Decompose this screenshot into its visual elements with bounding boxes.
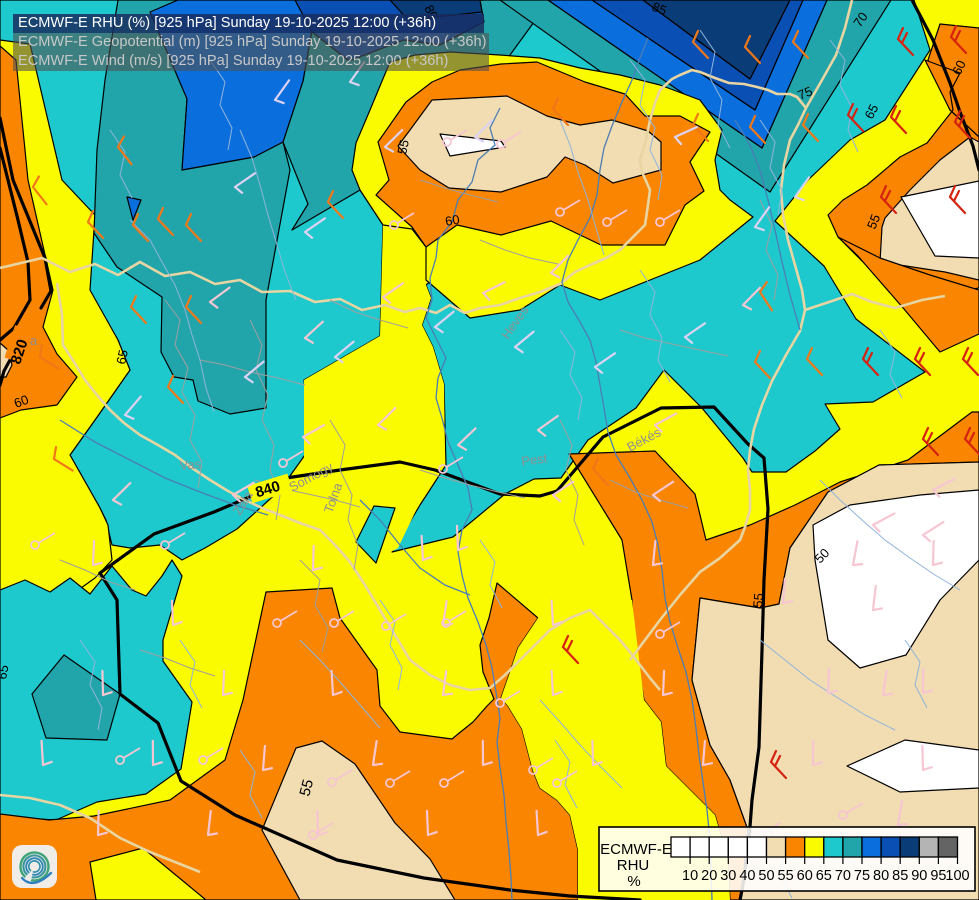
svg-text:60: 60 <box>444 212 461 229</box>
svg-text:820: 820 <box>8 337 32 366</box>
svg-text:75: 75 <box>854 868 870 884</box>
svg-text:75: 75 <box>796 83 815 102</box>
svg-text:85: 85 <box>650 0 669 18</box>
svg-text:RHU: RHU <box>617 857 650 874</box>
svg-text:70: 70 <box>835 868 851 884</box>
svg-text:a: a <box>30 333 38 348</box>
svg-text:55: 55 <box>394 138 412 155</box>
svg-text:60: 60 <box>949 58 969 77</box>
svg-text:65: 65 <box>113 348 131 365</box>
svg-text:840: 840 <box>253 478 282 502</box>
svg-text:90: 90 <box>911 868 927 884</box>
svg-text:65: 65 <box>816 868 832 884</box>
svg-text:95: 95 <box>930 868 946 884</box>
svg-text:70: 70 <box>850 9 871 29</box>
svg-text:50: 50 <box>758 868 774 884</box>
svg-text:65: 65 <box>0 664 11 681</box>
svg-text:ECMWF-E: ECMWF-E <box>600 841 672 858</box>
svg-text:60: 60 <box>797 868 813 884</box>
svg-text:80: 80 <box>873 868 889 884</box>
svg-text:20: 20 <box>701 868 717 884</box>
svg-text:10: 10 <box>682 868 698 884</box>
svg-text:Vas: Vas <box>179 456 202 473</box>
svg-text:55: 55 <box>296 778 317 799</box>
svg-text:60: 60 <box>12 392 31 411</box>
svg-text:30: 30 <box>720 868 736 884</box>
svg-text:Pest: Pest <box>520 450 548 469</box>
svg-text:55: 55 <box>778 868 794 884</box>
svg-text:40: 40 <box>739 868 755 884</box>
svg-text:55: 55 <box>864 212 883 231</box>
svg-text:100: 100 <box>945 868 969 884</box>
svg-text:55: 55 <box>750 593 766 609</box>
svg-text:65: 65 <box>861 102 881 122</box>
svg-text:%: % <box>627 873 640 890</box>
svg-text:85: 85 <box>892 868 908 884</box>
